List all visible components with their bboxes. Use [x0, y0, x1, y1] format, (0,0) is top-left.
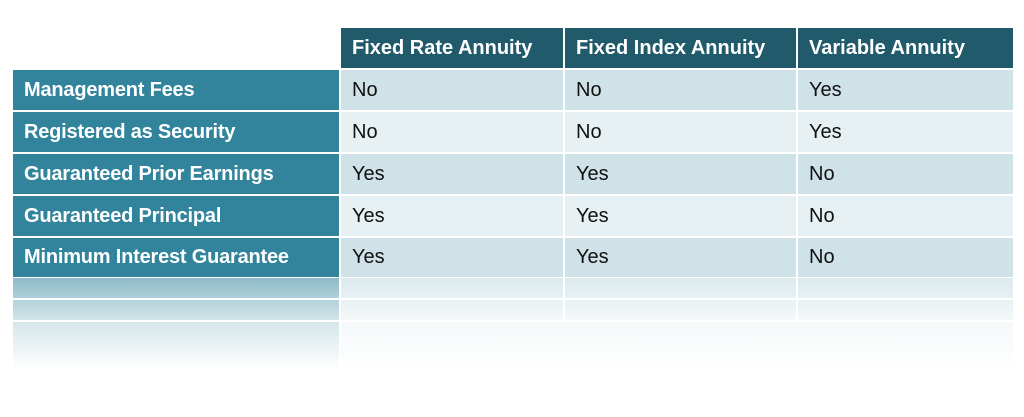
table-cell: No: [798, 154, 1013, 194]
table-cell: No: [798, 196, 1013, 236]
column-header-fixed-rate: Fixed Rate Annuity: [341, 28, 563, 68]
table-reflection-right: [341, 278, 1013, 370]
table-cell: Yes: [341, 154, 563, 194]
table-cell: Yes: [341, 238, 563, 277]
row-header-minimum-interest-guarantee: Minimum Interest Guarantee: [13, 238, 339, 277]
row-header-guaranteed-principal: Guaranteed Principal: [13, 196, 339, 236]
table-cell: Yes: [341, 196, 563, 236]
table-cell: Yes: [565, 238, 796, 277]
table-cell: No: [565, 70, 796, 110]
row-header-guaranteed-prior-earnings: Guaranteed Prior Earnings: [13, 154, 339, 194]
table-cell: Yes: [798, 112, 1013, 152]
table-cell: Yes: [798, 70, 1013, 110]
row-header-registered-as-security: Registered as Security: [13, 112, 339, 152]
reflection-divider: [13, 298, 1013, 300]
table-cell: Yes: [565, 154, 796, 194]
table-reflection-left: [13, 278, 339, 370]
reflection-divider: [13, 320, 1013, 322]
table-cell: No: [565, 112, 796, 152]
column-header-fixed-index: Fixed Index Annuity: [565, 28, 796, 68]
table-cell: No: [341, 70, 563, 110]
column-header-variable: Variable Annuity: [798, 28, 1013, 68]
row-header-management-fees: Management Fees: [13, 70, 339, 110]
table-cell: No: [341, 112, 563, 152]
table-cell: Yes: [565, 196, 796, 236]
table-cell: No: [798, 238, 1013, 277]
